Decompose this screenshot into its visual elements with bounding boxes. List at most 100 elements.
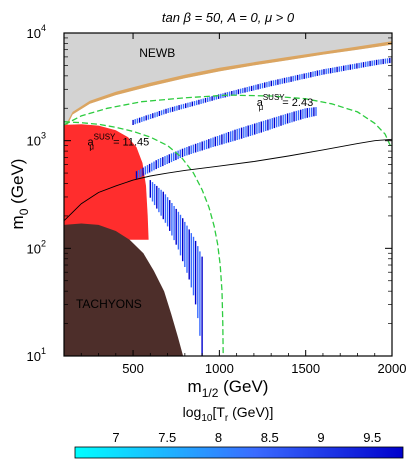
scatter-column [329,68,332,74]
region-label-newb: NEWB [139,46,175,60]
scatter-column [362,62,365,68]
scatter-column [184,147,186,157]
scatter-column [156,185,158,209]
y-tick-label: 101 [27,346,46,364]
scatter-column [260,121,262,133]
scatter-column [300,109,302,120]
scatter-column [272,80,275,86]
scatter-column [160,189,162,216]
scatter-column [375,59,378,66]
scatter-column [201,256,203,356]
scatter-column [163,109,165,115]
scatter-column [207,97,209,102]
scatter-column [349,64,351,70]
scatter-band-thin-upper-band [132,57,392,125]
scatter-column [203,140,206,150]
scatter-column [197,246,199,319]
scatter-column [270,80,272,87]
scatter-column [384,58,387,64]
scatter-column [386,58,389,64]
scatter-column [153,184,156,206]
scatter-column [214,136,216,147]
scatter-column [371,60,373,66]
scatter-column [334,67,336,73]
scatter-column [135,171,138,179]
scatter-column [216,136,219,146]
scatter-column [281,78,283,84]
scatter-column [143,116,145,122]
scatter-column [303,73,305,79]
scatter-column [312,71,314,77]
scatter-column [347,64,349,71]
scatter-column [249,124,252,136]
colorbar-tick-label: 8.5 [261,430,279,445]
scatter-column [325,68,327,75]
scatter-column [173,152,175,161]
scatter-column [314,71,316,77]
scatter-column [199,251,201,336]
scatter-column [321,69,323,75]
scatter-column [142,167,144,176]
scatter-column [184,221,186,267]
scatter-column [365,61,367,67]
scatter-column [367,61,369,67]
scatter-column [373,60,376,66]
scatter-column [151,182,154,202]
scatter-column [380,59,382,65]
scatter-column [293,111,295,122]
scatter-column [158,111,161,116]
scatter-column [289,112,291,123]
scatter-column [290,76,292,82]
scatter-column [197,143,199,152]
scatter-column [159,158,162,167]
scatter-column [225,132,227,144]
scatter-band-upper-band [135,107,317,179]
scatter-column [204,98,207,103]
colorbar-tick-label: 9.5 [363,430,381,445]
scatter-column [166,155,168,164]
scatter-column [232,130,234,142]
scatter-column [246,87,248,93]
contour-a-mu-11-45 [64,121,224,356]
scatter-column [296,74,299,81]
scatter-column [179,149,181,158]
annotation-amu-0: aSUSY μ = 11.45 [87,133,149,152]
scatter-column [378,59,380,65]
scatter-column [256,122,258,134]
scatter-column [259,83,261,89]
scatter-column [227,132,230,143]
y-tick-label: 102 [27,238,46,256]
scatter-column [283,77,286,84]
scatter-column [166,197,169,227]
scatter-column [194,240,197,305]
scatter-column [175,151,177,161]
scatter-column [262,120,265,132]
scatter-column [182,103,185,109]
scatter-column [228,91,231,97]
scatter-column [217,94,220,99]
colorbar-tick-label: 7 [112,430,119,445]
scatter-column [280,115,282,126]
scatter-column [181,148,184,158]
scatter-column [138,170,140,178]
scatter-column [162,157,164,167]
scatter-column [268,81,270,87]
scatter-column [208,139,210,149]
scatter-column [305,73,308,79]
scatter-column [277,79,279,85]
colorbar-tick-label: 7.5 [158,430,176,445]
scatter-column [179,214,182,256]
x-axis-label: m1/2 (GeV) [188,377,269,400]
x-tick-label: 500 [122,361,144,376]
scatter-column [174,106,176,112]
scatter-column [242,88,244,94]
scatter-column [336,66,338,73]
scatter-column [155,160,157,170]
scatter-column [198,99,200,105]
scatter-column [338,66,340,72]
scatter-column [215,95,218,100]
scatter-column [237,89,240,95]
scatter-column [238,128,241,140]
scatter-column [176,105,178,111]
